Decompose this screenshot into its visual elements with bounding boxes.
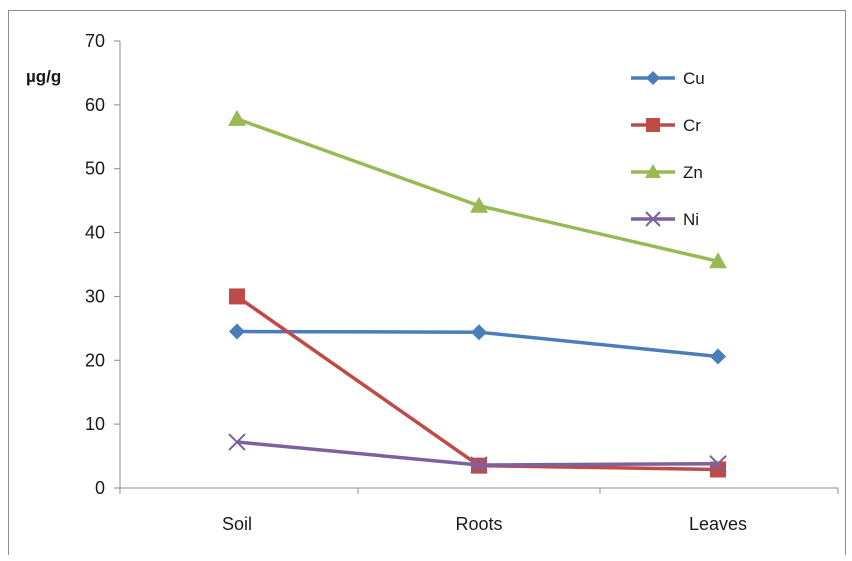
y-tick-label: 30 bbox=[85, 286, 105, 306]
y-tick-label: 40 bbox=[85, 223, 105, 243]
y-tick-label: 0 bbox=[95, 478, 105, 498]
chart-frame bbox=[8, 10, 846, 555]
data-point-zn bbox=[709, 252, 727, 269]
legend-item-ni: Ni bbox=[631, 210, 699, 229]
x-tick-label: Roots bbox=[455, 514, 502, 534]
x-tick-label: Leaves bbox=[689, 514, 747, 534]
series-layer bbox=[228, 109, 727, 478]
data-point-cu bbox=[471, 324, 487, 341]
data-point-cr bbox=[229, 288, 245, 305]
axes-layer: 0 10 20 30 40 50 60 70 Soil Roots Leaves bbox=[85, 31, 839, 534]
legend-label-ni: Ni bbox=[683, 210, 699, 229]
legend-marker-zn bbox=[645, 164, 661, 178]
legend-label-zn: Zn bbox=[683, 163, 703, 182]
y-tick-label: 10 bbox=[85, 414, 105, 434]
data-point-zn bbox=[228, 109, 246, 126]
x-tick-label: Soil bbox=[222, 514, 252, 534]
legend-marker-cr bbox=[646, 118, 660, 132]
legend-label-cr: Cr bbox=[683, 116, 701, 135]
legend: Cu Cr Zn Ni bbox=[631, 69, 705, 229]
legend-item-zn: Zn bbox=[631, 163, 703, 182]
series-line-zn bbox=[236, 117, 719, 264]
data-point-cu bbox=[229, 323, 245, 340]
legend-marker-cu bbox=[646, 71, 660, 85]
series-line-cr bbox=[235, 294, 719, 472]
y-tick-label: 60 bbox=[85, 95, 105, 115]
y-tick-label: 70 bbox=[85, 31, 105, 51]
data-point-ni bbox=[228, 433, 246, 451]
y-tick-label: 20 bbox=[85, 350, 105, 370]
data-point-cu bbox=[710, 348, 726, 365]
legend-marker-ni bbox=[645, 211, 661, 227]
y-tick-label: 50 bbox=[85, 159, 105, 179]
data-point-zn bbox=[470, 196, 488, 213]
legend-item-cr: Cr bbox=[631, 116, 701, 135]
y-axis-label: µg/g bbox=[26, 67, 61, 86]
legend-item-cu: Cu bbox=[631, 69, 705, 88]
data-point-ni bbox=[709, 455, 727, 473]
legend-label-cu: Cu bbox=[683, 69, 705, 88]
data-point-ni bbox=[470, 456, 488, 474]
